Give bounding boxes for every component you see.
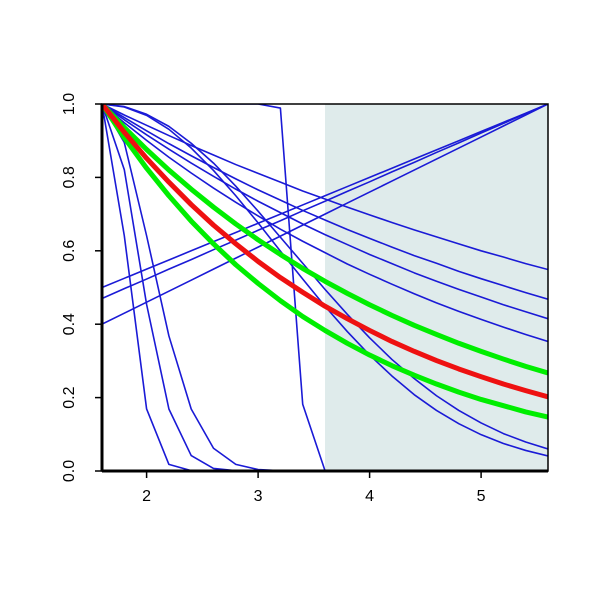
- line-series: [102, 104, 548, 343]
- y-tick-label: 1.0: [61, 93, 78, 115]
- line-series: [102, 104, 548, 301]
- y-tick-label: 0.0: [61, 460, 78, 482]
- line-series: [102, 104, 548, 271]
- y-tick-label: 0.4: [61, 313, 78, 335]
- line-series: [102, 104, 548, 400]
- axes: 0.0 0.2 0.4 0.6 0.8 1.0 2 3 4 5: [61, 93, 549, 505]
- line-series: [102, 104, 548, 471]
- x-tick-label: 5: [477, 488, 486, 505]
- line-series: [102, 104, 548, 376]
- plot-area: [102, 104, 548, 471]
- x-tick-label: 3: [254, 488, 263, 505]
- y-tick-label: 0.8: [61, 166, 78, 188]
- line-series: [102, 104, 548, 420]
- line-series: [102, 104, 548, 325]
- line-series: [102, 104, 548, 450]
- line-series: [102, 104, 548, 320]
- x-tick-label: 2: [142, 488, 151, 505]
- line-series: [102, 104, 548, 471]
- line-series: [102, 104, 548, 289]
- x-tick-label: 4: [365, 488, 374, 505]
- y-tick-label: 0.2: [61, 386, 78, 408]
- line-series: [102, 104, 548, 300]
- y-tick-label: 0.6: [61, 240, 78, 262]
- line-series: [102, 104, 548, 471]
